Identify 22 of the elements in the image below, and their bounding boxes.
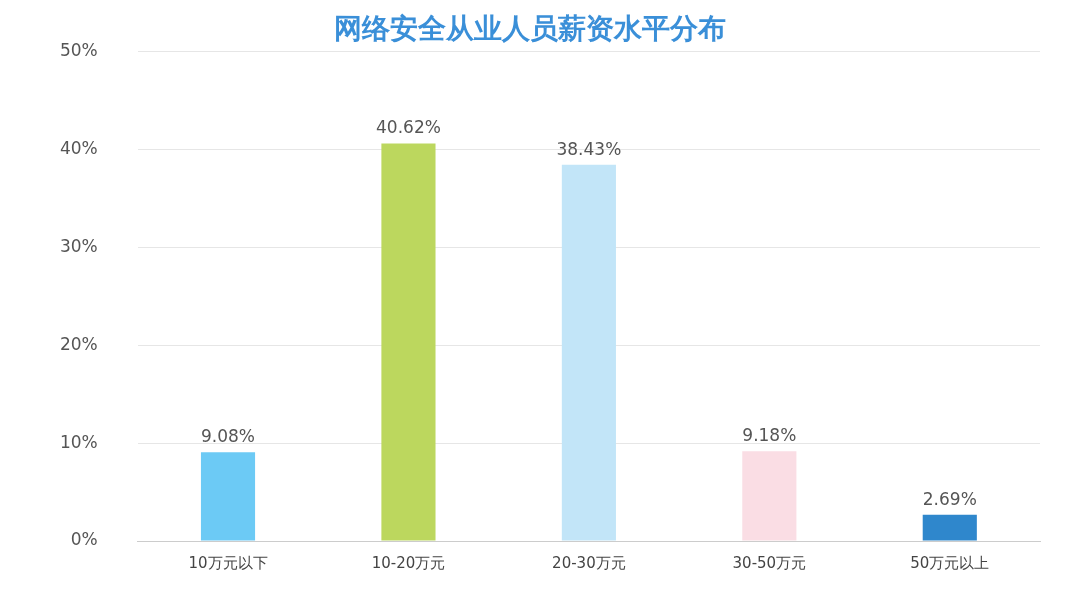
bar bbox=[561, 164, 616, 541]
y-tick-label: 10% bbox=[59, 431, 98, 452]
x-tick-label: 10万元以下 bbox=[188, 553, 268, 572]
x-tick-label: 20-30万元 bbox=[552, 553, 626, 572]
bar bbox=[742, 451, 797, 541]
x-tick-label: 50万元以上 bbox=[910, 553, 990, 572]
bar bbox=[381, 143, 436, 541]
y-tick-label: 20% bbox=[59, 333, 98, 354]
y-tick-label: 30% bbox=[59, 235, 98, 256]
y-tick-label: 50% bbox=[59, 40, 98, 61]
data-label: 9.08% bbox=[201, 426, 256, 447]
bar bbox=[200, 452, 256, 541]
x-tick-label: 10-20万元 bbox=[371, 553, 446, 572]
data-label: 9.18% bbox=[742, 425, 797, 446]
data-label: 38.43% bbox=[556, 138, 622, 159]
data-label: 2.69% bbox=[922, 488, 977, 509]
x-tick-label: 30-50万元 bbox=[732, 553, 807, 572]
data-label: 40.62% bbox=[376, 117, 441, 138]
y-tick-label: 0% bbox=[70, 529, 98, 550]
bar bbox=[922, 514, 977, 541]
y-tick-label: 40% bbox=[59, 137, 98, 158]
chart-title: 网络安全从业人员薪资水平分布 bbox=[334, 12, 726, 46]
